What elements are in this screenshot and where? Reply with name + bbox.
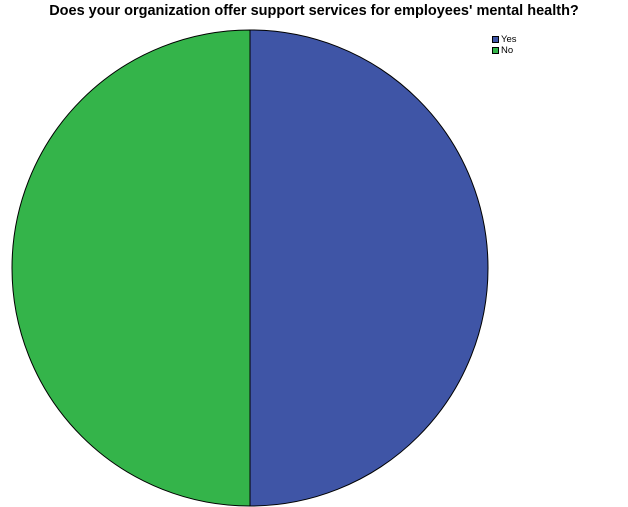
pie-slice-no [11, 29, 251, 507]
legend-item-yes: Yes [492, 34, 517, 45]
pie-slice-yes [249, 29, 489, 507]
legend-item-no: No [492, 45, 517, 56]
legend-label-yes: Yes [501, 34, 517, 45]
legend-swatch-yes [492, 36, 499, 43]
chart-legend: Yes No [492, 34, 517, 56]
chart-title: Does your organization offer support ser… [49, 3, 579, 19]
legend-label-no: No [501, 45, 514, 56]
legend-swatch-no [492, 47, 499, 54]
pie-slices [11, 29, 489, 507]
